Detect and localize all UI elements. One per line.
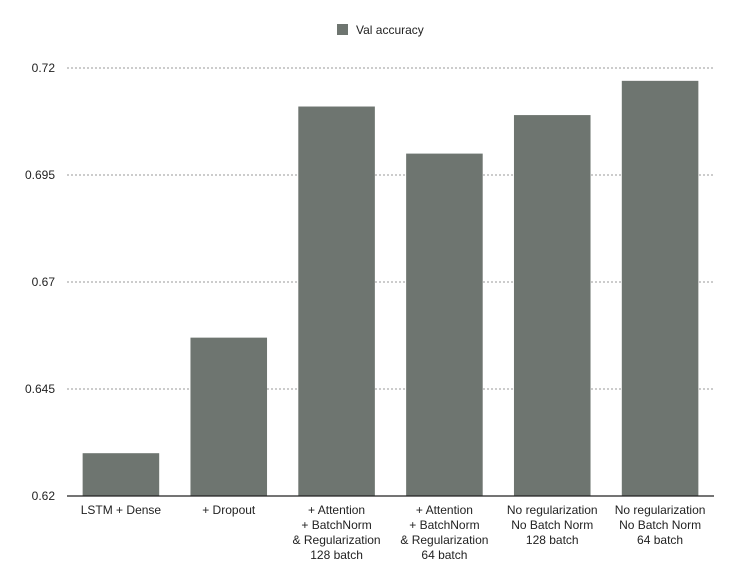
- bar: [513, 115, 591, 496]
- y-tick-label: 0.67: [32, 275, 56, 289]
- x-category-label-line: & Regularization: [293, 533, 381, 547]
- bar: [190, 337, 268, 496]
- x-category-label-line: 128 batch: [310, 548, 363, 562]
- x-category-label: No regularization No Batch Norm 64 batch: [615, 503, 706, 547]
- x-category-label: + Attention + BatchNorm & Regularization 64…: [400, 503, 488, 562]
- x-category-label-line: & Regularization: [400, 533, 488, 547]
- bar: [621, 80, 699, 496]
- legend-swatch: [337, 24, 348, 35]
- x-category-label: + Dropout: [202, 503, 256, 517]
- x-category-label-line: No Batch Norm: [619, 518, 701, 532]
- x-category-labels: LSTM + Dense + Dropout + Attention + BatchN…: [81, 503, 706, 562]
- x-category-label: No regularization No Batch Norm 128 batch: [507, 503, 598, 547]
- x-category-label-line: + Dropout: [202, 503, 256, 517]
- x-category-label-line: + Attention: [308, 503, 365, 517]
- bar: [406, 153, 483, 496]
- bars: [82, 80, 699, 497]
- y-tick-label: 0.72: [32, 61, 56, 75]
- x-category-label-line: LSTM + Dense: [81, 503, 162, 517]
- x-category-label-line: 64 batch: [421, 548, 467, 562]
- legend-label: Val accuracy: [356, 23, 424, 37]
- legend: Val accuracy: [337, 23, 424, 37]
- x-category-label-line: 64 batch: [637, 533, 683, 547]
- x-category-label: LSTM + Dense: [81, 503, 162, 517]
- x-category-label-line: + Attention: [416, 503, 473, 517]
- x-category-label-line: 128 batch: [526, 533, 579, 547]
- x-category-label-line: No Batch Norm: [511, 518, 593, 532]
- x-category-label-line: No regularization: [507, 503, 598, 517]
- x-category-label: + Attention + BatchNorm & Regularization 12…: [293, 503, 381, 562]
- x-category-label-line: + BatchNorm: [301, 518, 371, 532]
- grid-lines: [67, 67, 714, 390]
- x-category-label-line: No regularization: [615, 503, 706, 517]
- y-tick-labels: 0.62 0.645 0.67 0.695 0.72: [25, 61, 55, 503]
- bar: [82, 453, 160, 496]
- x-category-label-line: + BatchNorm: [409, 518, 479, 532]
- bar: [298, 106, 375, 497]
- y-tick-label: 0.645: [25, 382, 55, 396]
- y-tick-label: 0.695: [25, 168, 55, 182]
- y-tick-label: 0.62: [32, 489, 56, 503]
